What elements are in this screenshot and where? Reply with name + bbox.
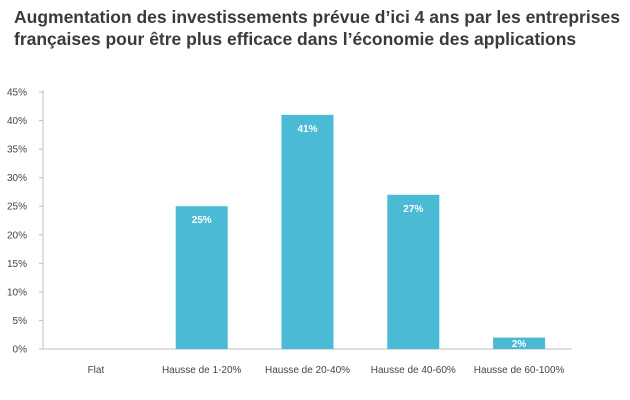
chart-title-line-2: françaises pour être plus efficace dans … [14, 29, 577, 49]
x-tick-label: Hausse de 40-60% [371, 365, 456, 376]
y-tick-labels: 0% 5% 10% 15% 20% 25% 30% 35% 40% 45% [7, 88, 27, 356]
y-tick-label: 0% [13, 345, 28, 356]
data-label: 27% [403, 204, 423, 215]
y-tick-label: 25% [7, 202, 27, 213]
y-tick-label: 10% [7, 287, 27, 298]
y-tick-label: 45% [7, 88, 27, 99]
chart-title-line-1: Augmentation des investissements prévue … [14, 7, 620, 27]
x-tick-label: Hausse de 60-100% [474, 365, 565, 376]
y-tick-label: 35% [7, 145, 27, 156]
y-tick-label: 15% [7, 259, 27, 270]
data-label: 2% [512, 339, 527, 350]
bar [281, 114, 334, 349]
data-labels: 25% 41% 27% 2% [192, 124, 527, 350]
x-tick-labels: Flat Hausse de 1-20% Hausse de 20-40% Hauss… [88, 365, 565, 376]
bar [175, 206, 228, 349]
y-tick-label: 40% [7, 116, 27, 127]
y-tick-label: 20% [7, 230, 27, 241]
chart-title: Augmentation des investissements prévue … [14, 6, 624, 50]
data-label: 25% [192, 215, 212, 226]
bar [387, 194, 440, 349]
y-tick-label: 5% [13, 316, 28, 327]
x-tick-label: Flat [88, 365, 105, 376]
x-tick-label: Hausse de 20-40% [265, 365, 350, 376]
y-tick-label: 30% [7, 173, 27, 184]
bars [175, 114, 546, 349]
bar [493, 337, 546, 349]
x-tick-label: Hausse de 1-20% [162, 365, 242, 376]
data-label: 41% [297, 124, 317, 135]
